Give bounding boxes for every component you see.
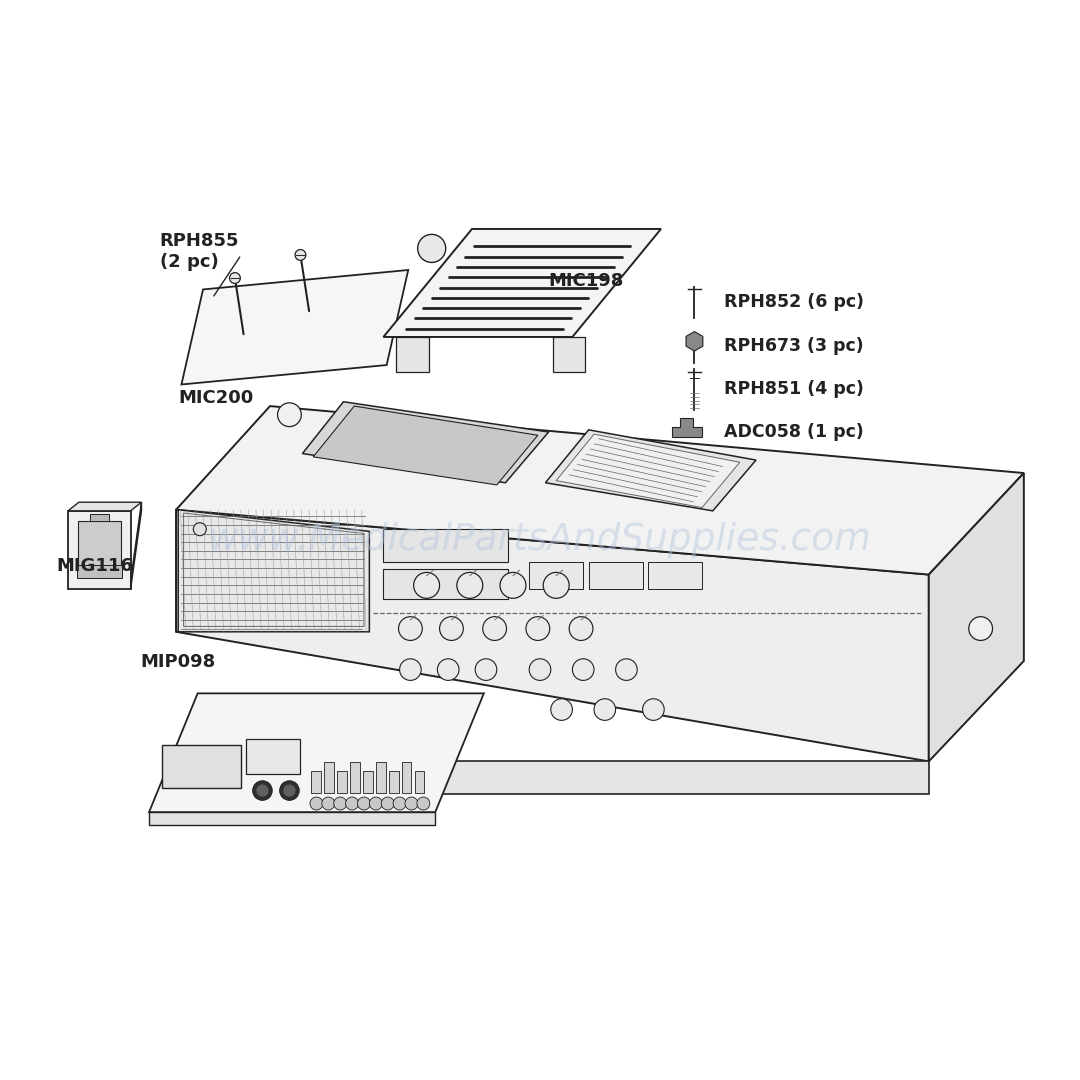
Polygon shape <box>929 473 1024 761</box>
Polygon shape <box>176 406 1024 575</box>
Polygon shape <box>178 510 369 632</box>
Circle shape <box>543 572 569 598</box>
Text: ADC058 (1 pc): ADC058 (1 pc) <box>724 423 863 441</box>
Polygon shape <box>545 430 756 511</box>
Circle shape <box>193 523 206 536</box>
Text: www.MedicalPartsAndSupplies.com: www.MedicalPartsAndSupplies.com <box>208 522 872 558</box>
Text: MIC198: MIC198 <box>549 272 624 291</box>
Polygon shape <box>176 510 929 761</box>
Polygon shape <box>672 418 702 437</box>
Polygon shape <box>415 771 424 793</box>
Circle shape <box>400 659 421 680</box>
Polygon shape <box>68 502 141 511</box>
Circle shape <box>483 617 507 640</box>
Circle shape <box>500 572 526 598</box>
Polygon shape <box>77 565 122 578</box>
Polygon shape <box>149 812 435 825</box>
Circle shape <box>418 234 446 262</box>
Circle shape <box>230 272 241 283</box>
Polygon shape <box>181 270 408 384</box>
Polygon shape <box>556 434 740 508</box>
Circle shape <box>594 699 616 720</box>
Circle shape <box>616 659 637 680</box>
Circle shape <box>457 572 483 598</box>
Circle shape <box>529 659 551 680</box>
Circle shape <box>475 659 497 680</box>
Text: RPH855
(2 pc): RPH855 (2 pc) <box>160 232 240 271</box>
Polygon shape <box>313 406 538 485</box>
Circle shape <box>405 797 418 810</box>
Polygon shape <box>383 229 661 337</box>
Text: MIG116: MIG116 <box>56 557 133 576</box>
Polygon shape <box>363 771 373 793</box>
Circle shape <box>572 659 594 680</box>
Text: RPH851 (4 pc): RPH851 (4 pc) <box>724 380 864 397</box>
Polygon shape <box>589 562 643 589</box>
Circle shape <box>369 797 382 810</box>
Circle shape <box>551 699 572 720</box>
Polygon shape <box>90 514 109 521</box>
Polygon shape <box>149 693 484 812</box>
Polygon shape <box>311 771 321 793</box>
Circle shape <box>643 699 664 720</box>
Circle shape <box>440 617 463 640</box>
Polygon shape <box>131 502 141 589</box>
Circle shape <box>969 617 993 640</box>
Circle shape <box>310 797 323 810</box>
Circle shape <box>417 797 430 810</box>
Circle shape <box>257 785 268 796</box>
Circle shape <box>280 781 299 800</box>
Circle shape <box>414 572 440 598</box>
Polygon shape <box>389 771 399 793</box>
Polygon shape <box>383 569 508 599</box>
Circle shape <box>393 797 406 810</box>
Circle shape <box>253 781 272 800</box>
Circle shape <box>399 617 422 640</box>
Polygon shape <box>68 511 131 589</box>
Polygon shape <box>553 337 585 372</box>
Circle shape <box>284 785 295 796</box>
Polygon shape <box>350 762 360 793</box>
Polygon shape <box>302 402 549 483</box>
Polygon shape <box>78 521 121 575</box>
Circle shape <box>381 797 394 810</box>
Text: RPH852 (6 pc): RPH852 (6 pc) <box>724 294 864 311</box>
Circle shape <box>357 797 370 810</box>
Text: RPH673 (3 pc): RPH673 (3 pc) <box>724 337 863 354</box>
Circle shape <box>346 797 359 810</box>
Circle shape <box>322 797 335 810</box>
Circle shape <box>295 249 306 260</box>
Circle shape <box>278 403 301 427</box>
Text: MIP098: MIP098 <box>140 653 216 672</box>
Text: MIC200: MIC200 <box>178 389 254 407</box>
Circle shape <box>437 659 459 680</box>
Polygon shape <box>246 739 300 774</box>
Circle shape <box>334 797 347 810</box>
Polygon shape <box>324 762 334 793</box>
Polygon shape <box>648 562 702 589</box>
Polygon shape <box>529 562 583 589</box>
Polygon shape <box>686 332 703 351</box>
Polygon shape <box>396 337 429 372</box>
Polygon shape <box>376 762 386 793</box>
Polygon shape <box>176 761 929 794</box>
Polygon shape <box>402 762 411 793</box>
Polygon shape <box>383 529 508 562</box>
Circle shape <box>569 617 593 640</box>
Polygon shape <box>162 745 241 788</box>
Circle shape <box>526 617 550 640</box>
Polygon shape <box>337 771 347 793</box>
